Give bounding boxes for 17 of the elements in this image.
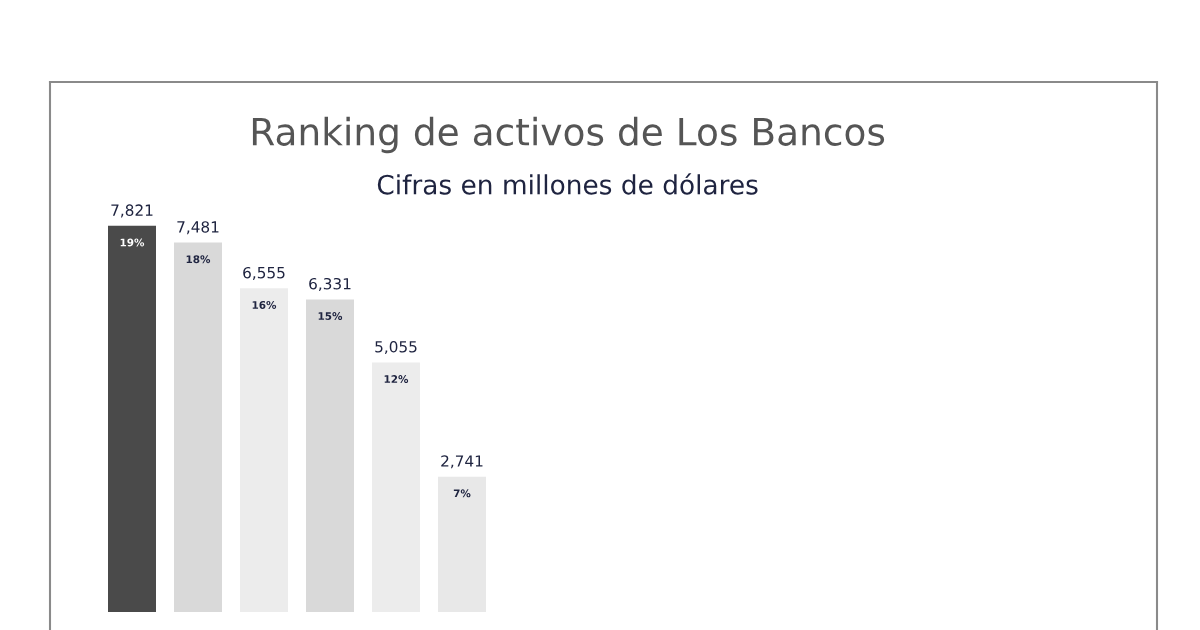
annotation: 16% — [252, 301, 277, 309]
annotation: 15% — [318, 312, 343, 320]
annotation: 19% — [120, 238, 145, 247]
text: Cifras en millones de dólares — [377, 173, 758, 195]
chart-title: Ranking de activos de Los Bancos — [252, 116, 885, 154]
data-label: 2,741 — [441, 455, 483, 469]
annotation: 12% — [384, 375, 409, 383]
data-label: 7,481 — [177, 221, 219, 235]
bar — [174, 242, 222, 612]
data-label: 5,055 — [375, 340, 417, 355]
annotation: 7% — [453, 489, 471, 498]
annotation: 18% — [186, 255, 211, 264]
bar — [108, 225, 156, 612]
bar — [306, 299, 354, 612]
data-label: 6,331 — [309, 277, 351, 292]
data-label: 6,555 — [243, 266, 285, 280]
data-label: 7,821 — [111, 204, 153, 218]
